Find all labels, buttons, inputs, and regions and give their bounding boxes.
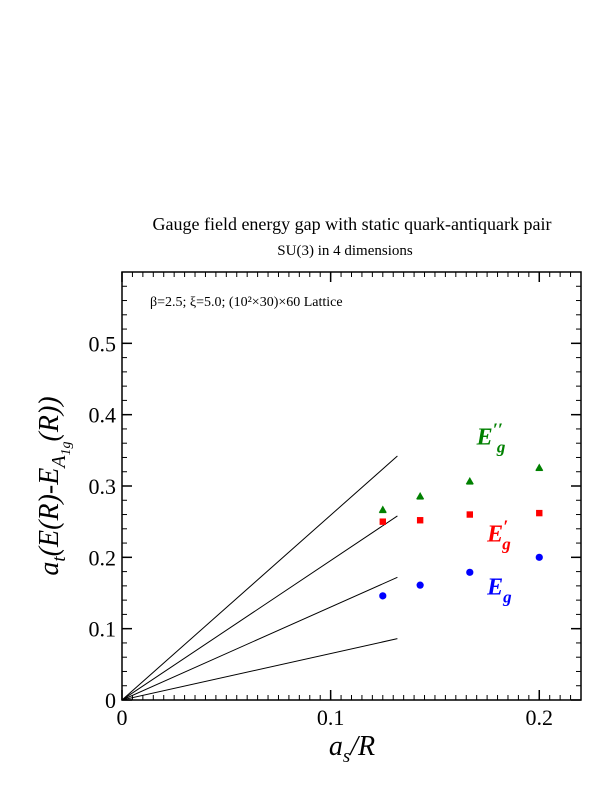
reference-line bbox=[121, 638, 398, 701]
data-point bbox=[466, 511, 473, 518]
y-tick-label: 0.2 bbox=[89, 545, 117, 570]
series-label: Eg bbox=[486, 574, 512, 606]
y-axis-title-mid: (E(R)-E bbox=[34, 468, 65, 557]
x-tick-label: 0.2 bbox=[526, 705, 554, 730]
y-tick-label: 0.3 bbox=[89, 474, 117, 499]
data-point bbox=[416, 581, 424, 589]
plot-area: 0 0.1 0.2 0 0.1 0.2 0.3 0.4 0.5 Eg E′ g E′′ g bbox=[89, 271, 582, 730]
reference-lines bbox=[121, 455, 398, 701]
reference-line bbox=[121, 576, 398, 701]
data-point bbox=[536, 509, 543, 517]
data-point bbox=[378, 505, 387, 513]
tick-labels: 0 0.1 0.2 0 0.1 0.2 0.3 0.4 0.5 bbox=[89, 331, 554, 730]
y-axis-title-sym: A bbox=[48, 455, 70, 470]
data-point bbox=[535, 463, 544, 471]
x-tick-label: 0.1 bbox=[317, 705, 345, 730]
data-point bbox=[416, 491, 425, 499]
y-axis-title: at(E(R)-EA1g(R)) bbox=[34, 396, 74, 575]
data-point bbox=[379, 592, 387, 600]
data-point bbox=[535, 553, 543, 561]
x-axis-title-main: a bbox=[329, 731, 343, 762]
data-point bbox=[416, 517, 424, 524]
x-axis-title-rest: /R bbox=[348, 731, 375, 762]
data-point bbox=[379, 518, 386, 525]
y-axis-title-a-sub: t bbox=[49, 556, 70, 562]
y-tick-label: 0.5 bbox=[89, 331, 117, 356]
data-point bbox=[465, 477, 474, 485]
data-points bbox=[378, 463, 544, 600]
y-tick-label: 0.4 bbox=[89, 403, 117, 428]
y-tick-label: 0.1 bbox=[89, 617, 117, 642]
y-axis-title-a: a bbox=[34, 562, 65, 576]
minor-ticks bbox=[121, 271, 582, 701]
x-tick-label: 0 bbox=[117, 705, 128, 730]
chart-subtitle: SU(3) in 4 dimensions bbox=[277, 243, 413, 259]
y-axis-title-end: (R)) bbox=[34, 396, 65, 441]
reference-line bbox=[121, 515, 398, 701]
major-ticks bbox=[121, 272, 581, 701]
series-label: E′′ g bbox=[476, 420, 506, 457]
plot-frame bbox=[121, 271, 582, 701]
series-label: E′ g bbox=[486, 517, 511, 554]
series-labels: Eg E′ g E′′ g bbox=[476, 420, 512, 607]
y-axis-title-sym-sub: 1g bbox=[59, 441, 74, 455]
data-point bbox=[466, 568, 474, 576]
x-axis-title: as/R bbox=[329, 731, 375, 767]
chart-title: Gauge field energy gap with static quark… bbox=[152, 214, 551, 234]
reference-line bbox=[121, 455, 398, 701]
x-axis-title-sub: s bbox=[343, 746, 350, 767]
y-tick-label: 0 bbox=[105, 688, 116, 713]
annotation-text: β=2.5; ξ=5.0; (10²×30)×60 Lattice bbox=[150, 295, 343, 310]
